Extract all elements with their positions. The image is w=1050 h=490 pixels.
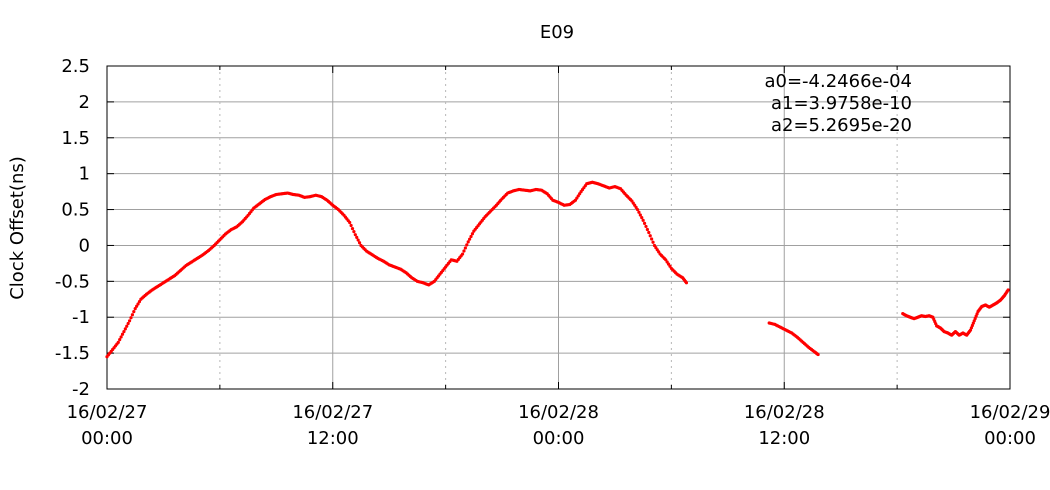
y-tick-label: -1: [72, 307, 90, 328]
data-point: [462, 249, 466, 253]
x-tick-label-date: 16/02/28: [744, 402, 825, 423]
data-point: [119, 335, 123, 339]
data-point: [647, 230, 651, 235]
data-point: [651, 240, 655, 244]
data-point: [468, 237, 472, 241]
data-point: [640, 216, 644, 220]
data-point: [130, 313, 134, 317]
data-point: [116, 340, 120, 344]
data-point: [136, 302, 140, 306]
data-point: [356, 238, 360, 242]
data-point: [650, 237, 654, 241]
data-point: [469, 234, 473, 239]
data-point: [463, 246, 467, 250]
data-point: [642, 221, 647, 225]
y-tick-label: -1.5: [55, 343, 90, 364]
annotation-a0: a0=-4.2466e-04: [764, 71, 912, 92]
data-point: [644, 224, 648, 229]
y-tick-label: -0.5: [55, 271, 90, 292]
data-point: [125, 324, 129, 328]
data-point: [465, 243, 469, 247]
data-point: [137, 300, 142, 304]
y-tick-label: 2.5: [61, 56, 90, 77]
data-point: [123, 327, 127, 331]
data-point: [118, 338, 122, 342]
x-tick-label-time: 00:00: [533, 428, 585, 449]
data-point: [637, 210, 641, 214]
data-point: [355, 235, 359, 239]
data-point: [122, 329, 126, 334]
y-tick-label: 0: [79, 235, 90, 256]
y-tick-label: 1.5: [61, 128, 90, 149]
data-point: [466, 240, 470, 244]
annotation-a2: a2=5.2695e-20: [771, 115, 912, 136]
data-point: [684, 281, 689, 285]
y-tick-label: 2: [79, 92, 90, 113]
fit-coefficients: a0=-4.2466e-04 a1=3.9758e-10 a2=5.2695e-…: [764, 71, 912, 136]
x-tick-label-date: 16/02/29: [970, 402, 1050, 423]
x-tick-label-date: 16/02/27: [292, 402, 373, 423]
x-tick-label-time: 12:00: [307, 428, 359, 449]
y-axis-label: Clock Offset(ns): [7, 156, 28, 300]
data-point: [349, 223, 353, 228]
annotation-a1: a1=3.9758e-10: [771, 93, 912, 114]
data-point: [1006, 288, 1010, 292]
data-point: [635, 207, 640, 212]
data-points: [105, 180, 1010, 359]
data-point: [135, 304, 139, 308]
data-point: [353, 233, 357, 237]
data-point: [816, 352, 820, 357]
data-point: [638, 213, 642, 217]
y-tick-label: -2: [72, 379, 90, 400]
y-axis-tick-labels: -2 -1.5 -1 -0.5 0 0.5 1 1.5 2 2.5: [55, 56, 90, 400]
data-point: [350, 226, 355, 231]
x-tick-label-time: 12:00: [758, 428, 810, 449]
axis-ticks: [107, 65, 1010, 390]
data-point: [641, 218, 645, 222]
y-tick-label: 0.5: [61, 200, 90, 221]
data-point: [645, 227, 649, 232]
data-point: [129, 316, 133, 320]
data-point: [126, 321, 130, 326]
data-point: [470, 232, 475, 236]
data-point: [460, 252, 465, 256]
data-point: [352, 230, 356, 234]
y-tick-label: 1: [79, 164, 90, 185]
data-point: [133, 307, 137, 311]
chart-title: E09: [540, 22, 574, 43]
data-point: [348, 220, 352, 225]
x-axis-tick-labels: 16/02/27 00:00 16/02/27 12:00 16/02/28 00:00 1…: [67, 402, 1050, 449]
data-point: [132, 310, 136, 314]
data-point: [120, 332, 125, 336]
data-point: [648, 234, 652, 238]
grid: [107, 66, 1010, 389]
x-tick-label-time: 00:00: [984, 428, 1036, 449]
x-tick-label-date: 16/02/27: [67, 402, 148, 423]
x-tick-label-date: 16/02/28: [518, 402, 599, 423]
x-tick-label-time: 00:00: [81, 428, 133, 449]
data-point: [357, 241, 362, 245]
data-point: [127, 319, 132, 323]
